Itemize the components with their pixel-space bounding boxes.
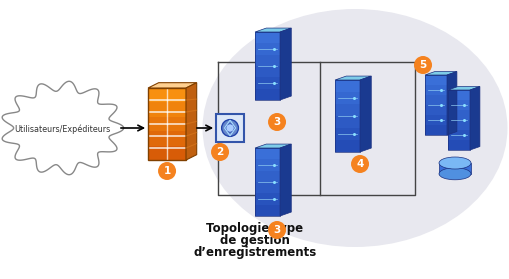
- Polygon shape: [424, 75, 446, 85]
- Polygon shape: [254, 205, 279, 216]
- Text: Utilisateurs/Expéditeurs: Utilisateurs/Expéditeurs: [14, 124, 110, 134]
- Polygon shape: [446, 71, 456, 135]
- Text: 1: 1: [163, 166, 171, 176]
- Polygon shape: [334, 140, 359, 152]
- Text: 3: 3: [273, 225, 280, 235]
- Polygon shape: [148, 102, 186, 117]
- Polygon shape: [334, 104, 359, 116]
- Polygon shape: [424, 71, 456, 75]
- Polygon shape: [447, 140, 469, 150]
- Polygon shape: [424, 85, 446, 95]
- Ellipse shape: [438, 168, 470, 180]
- Circle shape: [268, 113, 286, 131]
- Polygon shape: [447, 130, 469, 140]
- Text: de gestion: de gestion: [220, 234, 290, 247]
- Polygon shape: [447, 86, 479, 90]
- Polygon shape: [447, 120, 469, 130]
- Polygon shape: [334, 92, 359, 104]
- Circle shape: [158, 162, 176, 180]
- Polygon shape: [148, 131, 186, 146]
- Text: 4: 4: [356, 159, 363, 169]
- Polygon shape: [254, 43, 279, 55]
- Polygon shape: [447, 110, 469, 120]
- Polygon shape: [279, 144, 291, 216]
- Polygon shape: [254, 55, 279, 66]
- Polygon shape: [334, 128, 359, 140]
- FancyBboxPatch shape: [216, 114, 244, 142]
- Text: Topologie type: Topologie type: [206, 222, 303, 235]
- Polygon shape: [254, 144, 291, 148]
- Ellipse shape: [202, 9, 506, 247]
- Polygon shape: [2, 81, 123, 175]
- Polygon shape: [438, 163, 470, 174]
- Polygon shape: [424, 95, 446, 105]
- Polygon shape: [148, 88, 186, 102]
- Polygon shape: [254, 66, 279, 77]
- Polygon shape: [334, 116, 359, 128]
- Polygon shape: [279, 28, 291, 100]
- Polygon shape: [334, 76, 371, 80]
- Polygon shape: [148, 146, 186, 160]
- Polygon shape: [254, 77, 279, 89]
- Polygon shape: [186, 83, 196, 160]
- Polygon shape: [148, 117, 186, 131]
- Text: d’enregistrements: d’enregistrements: [193, 246, 316, 259]
- Text: 5: 5: [418, 60, 426, 70]
- Circle shape: [211, 143, 229, 161]
- Text: 2: 2: [216, 147, 223, 157]
- Polygon shape: [254, 193, 279, 205]
- Circle shape: [413, 56, 431, 74]
- Polygon shape: [447, 100, 469, 110]
- Polygon shape: [334, 80, 359, 92]
- Polygon shape: [424, 115, 446, 125]
- Polygon shape: [254, 148, 279, 159]
- Polygon shape: [359, 76, 371, 152]
- Circle shape: [350, 155, 369, 173]
- Polygon shape: [254, 159, 279, 171]
- Polygon shape: [469, 86, 479, 150]
- Circle shape: [225, 124, 234, 132]
- Polygon shape: [254, 171, 279, 182]
- Text: 3: 3: [273, 117, 280, 127]
- Circle shape: [221, 120, 238, 136]
- Polygon shape: [148, 83, 196, 88]
- Polygon shape: [254, 89, 279, 100]
- Polygon shape: [424, 105, 446, 115]
- Polygon shape: [254, 182, 279, 193]
- Circle shape: [268, 221, 286, 239]
- Polygon shape: [254, 28, 291, 32]
- Polygon shape: [254, 32, 279, 43]
- Ellipse shape: [438, 157, 470, 169]
- Polygon shape: [424, 125, 446, 135]
- Polygon shape: [447, 90, 469, 100]
